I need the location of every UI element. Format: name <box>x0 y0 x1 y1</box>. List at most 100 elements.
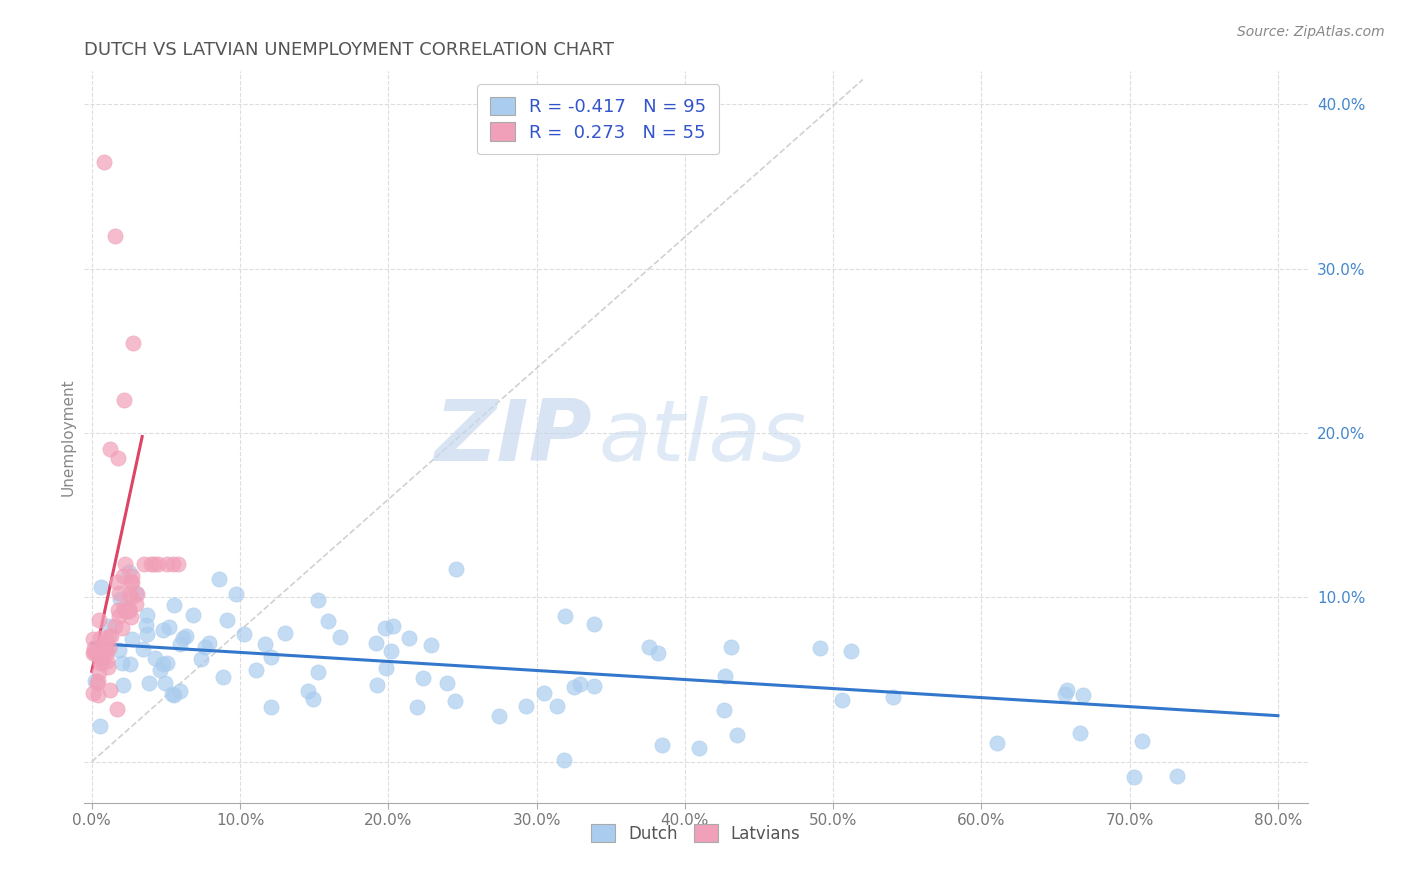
Point <box>583 617 606 632</box>
Point <box>83 645 105 659</box>
Point <box>149 664 172 678</box>
Point <box>82 646 104 660</box>
Point <box>1054 687 1077 701</box>
Point <box>156 558 179 572</box>
Point <box>569 677 592 691</box>
Point <box>112 393 135 408</box>
Point <box>125 586 148 600</box>
Point <box>638 640 661 655</box>
Point <box>97 619 120 633</box>
Point <box>688 741 710 756</box>
Text: DUTCH VS LATVIAN UNEMPLOYMENT CORRELATION CHART: DUTCH VS LATVIAN UNEMPLOYMENT CORRELATIO… <box>84 41 614 59</box>
Point <box>114 604 136 618</box>
Point <box>96 648 118 662</box>
Point <box>194 640 217 654</box>
Point <box>105 701 128 715</box>
Point <box>420 638 443 652</box>
Point <box>443 694 465 708</box>
Point <box>90 654 112 668</box>
Point <box>125 597 148 611</box>
Point <box>297 683 319 698</box>
Point <box>157 620 180 634</box>
Point <box>152 657 174 672</box>
Point <box>111 569 134 583</box>
Point <box>374 661 396 675</box>
Point <box>96 654 118 668</box>
Point <box>96 642 118 657</box>
Point <box>105 574 128 589</box>
Point <box>412 671 434 685</box>
Point <box>100 629 122 643</box>
Point <box>97 660 120 674</box>
Legend: Dutch, Latvians: Dutch, Latvians <box>585 818 807 849</box>
Point <box>112 600 135 615</box>
Point <box>831 693 853 707</box>
Point <box>169 683 191 698</box>
Point <box>488 708 510 723</box>
Point <box>546 699 568 714</box>
Point <box>118 565 141 579</box>
Point <box>139 558 162 572</box>
Point <box>167 558 190 572</box>
Point <box>83 645 105 659</box>
Point <box>89 631 111 645</box>
Point <box>436 675 458 690</box>
Point <box>808 641 831 656</box>
Point <box>120 657 142 671</box>
Point <box>1130 734 1153 748</box>
Point <box>254 637 277 651</box>
Point <box>110 591 132 606</box>
Point <box>162 558 184 572</box>
Point <box>329 630 352 644</box>
Point <box>87 674 110 689</box>
Point <box>307 593 329 607</box>
Point <box>87 688 110 702</box>
Point <box>197 635 219 649</box>
Point <box>1166 768 1188 782</box>
Point <box>1122 770 1144 784</box>
Point <box>651 738 673 752</box>
Point <box>87 665 110 679</box>
Point <box>260 649 283 664</box>
Point <box>582 679 605 693</box>
Text: ZIP: ZIP <box>434 395 592 479</box>
Point <box>87 613 110 627</box>
Point <box>152 624 174 638</box>
Point <box>163 688 186 702</box>
Point <box>108 586 131 600</box>
Point <box>121 574 143 589</box>
Point <box>302 692 325 706</box>
Point <box>138 676 160 690</box>
Point <box>135 627 157 641</box>
Point <box>104 228 127 243</box>
Point <box>98 683 121 698</box>
Point <box>148 558 170 572</box>
Point <box>562 681 585 695</box>
Point <box>98 629 121 643</box>
Point <box>98 640 121 655</box>
Point <box>136 608 159 623</box>
Point <box>398 631 420 645</box>
Point <box>114 558 136 572</box>
Point <box>118 602 141 616</box>
Text: Source: ZipAtlas.com: Source: ZipAtlas.com <box>1237 25 1385 39</box>
Point <box>121 632 143 647</box>
Point <box>366 678 388 692</box>
Point <box>163 598 186 612</box>
Point <box>190 652 212 666</box>
Point <box>107 603 129 617</box>
Point <box>118 587 141 601</box>
Point <box>405 700 427 714</box>
Point <box>108 643 131 657</box>
Point <box>316 615 339 629</box>
Point <box>118 604 141 618</box>
Point <box>274 626 297 640</box>
Point <box>108 608 131 623</box>
Point <box>1071 688 1094 702</box>
Point <box>143 650 166 665</box>
Point <box>93 154 115 169</box>
Point <box>720 640 742 654</box>
Point <box>713 703 735 717</box>
Point <box>1069 726 1091 740</box>
Point <box>374 621 396 635</box>
